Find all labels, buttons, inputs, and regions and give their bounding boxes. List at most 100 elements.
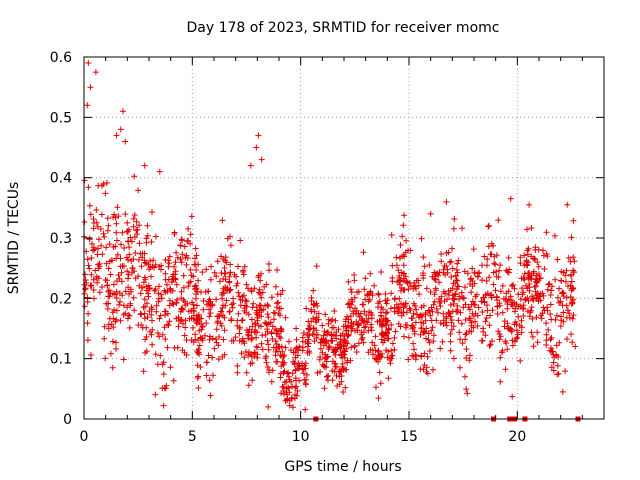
data-point — [568, 278, 575, 285]
data-point — [294, 388, 301, 394]
data-point — [569, 297, 576, 304]
data-point — [382, 291, 389, 297]
data-point — [452, 273, 459, 280]
data-point — [263, 281, 270, 288]
data-point — [125, 271, 132, 278]
data-point — [170, 377, 177, 384]
data-point — [100, 181, 107, 188]
y-tick-label: 0.2 — [50, 291, 72, 307]
data-point — [388, 305, 394, 312]
data-point — [124, 268, 131, 275]
data-point — [136, 240, 143, 247]
data-point — [400, 222, 407, 229]
data-point — [499, 282, 506, 289]
data-point — [105, 222, 112, 229]
data-point — [213, 326, 220, 333]
data-point — [205, 288, 212, 295]
data-point — [438, 251, 445, 257]
data-point — [329, 338, 335, 344]
data-point — [207, 392, 214, 399]
x-tick-label: 20 — [508, 429, 526, 445]
data-point — [519, 285, 525, 292]
data-point — [454, 269, 461, 276]
data-point — [265, 303, 272, 309]
data-point — [511, 285, 518, 292]
data-point — [315, 310, 322, 317]
data-point — [221, 265, 228, 271]
data-point — [239, 317, 246, 323]
data-point — [206, 306, 212, 313]
data-point — [371, 282, 378, 289]
data-point — [190, 324, 196, 331]
data-point — [515, 291, 522, 298]
data-point — [245, 285, 251, 292]
data-point — [426, 308, 433, 315]
data-point — [180, 284, 187, 291]
data-point — [95, 236, 102, 243]
data-point — [456, 329, 463, 336]
data-point — [310, 325, 317, 331]
data-point — [175, 323, 182, 330]
data-point — [148, 238, 155, 245]
data-point — [388, 232, 395, 238]
data-point — [406, 279, 413, 286]
data-point — [303, 305, 310, 312]
data-point — [243, 303, 250, 310]
data-point — [365, 298, 372, 305]
data-point — [463, 346, 470, 353]
data-point — [456, 364, 463, 371]
data-point — [250, 300, 257, 307]
data-point — [406, 305, 413, 312]
data-point — [167, 364, 174, 371]
data-point — [418, 319, 425, 326]
data-point — [134, 231, 140, 238]
data-point — [345, 278, 352, 285]
data-point — [84, 320, 91, 327]
data-point — [564, 201, 571, 208]
data-point — [237, 296, 244, 303]
data-point — [158, 295, 165, 302]
data-point — [265, 341, 272, 348]
data-point — [403, 309, 410, 316]
data-point — [566, 310, 573, 317]
data-point — [400, 287, 407, 293]
data-point — [437, 320, 444, 326]
data-point — [362, 275, 369, 282]
data-point — [423, 368, 430, 375]
data-point — [428, 327, 435, 334]
data-point — [528, 329, 535, 336]
data-point — [273, 345, 280, 351]
data-point — [248, 316, 255, 323]
data-point — [329, 316, 336, 323]
data-point — [391, 296, 398, 303]
data-point — [428, 317, 435, 324]
data-point — [448, 274, 455, 280]
data-point — [249, 323, 256, 330]
data-point — [421, 263, 428, 270]
data-point — [217, 308, 224, 315]
data-point — [398, 269, 405, 276]
data-point — [547, 347, 554, 354]
data-point — [152, 233, 159, 240]
data-point — [399, 233, 406, 240]
data-point — [545, 281, 552, 288]
data-point — [205, 352, 212, 359]
data-point — [538, 315, 545, 322]
data-point — [109, 257, 115, 264]
data-point — [178, 236, 185, 243]
data-point — [192, 261, 199, 268]
data-point — [559, 388, 566, 395]
data-point — [368, 309, 374, 316]
data-point — [396, 281, 403, 288]
data-point — [337, 332, 344, 339]
data-point — [215, 313, 222, 320]
data-point — [393, 301, 400, 308]
data-point — [190, 339, 197, 346]
grid-lines — [84, 57, 604, 419]
data-point — [418, 325, 425, 332]
data-point — [498, 349, 505, 356]
data-point — [193, 267, 200, 273]
data-point — [274, 291, 281, 298]
data-point — [157, 352, 164, 359]
data-point — [324, 353, 331, 360]
